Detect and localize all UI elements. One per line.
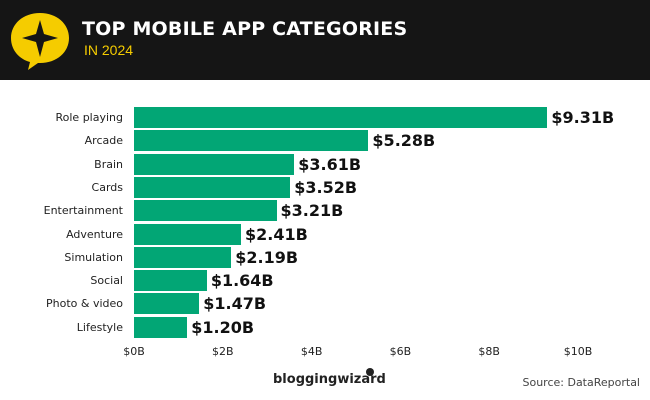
bar bbox=[134, 130, 369, 152]
header-banner: TOP MOBILE APP CATEGORIES IN 2024 bbox=[0, 0, 650, 80]
x-tick-label: $4B bbox=[300, 345, 323, 358]
value-label: $1.64B bbox=[210, 271, 274, 291]
value-label: $5.28B bbox=[372, 131, 436, 151]
bar bbox=[134, 200, 277, 222]
x-tick-label: $6B bbox=[389, 345, 412, 358]
x-tick-label: $2B bbox=[212, 345, 234, 358]
value-label: $3.21B bbox=[280, 201, 344, 221]
category-label: Adventure bbox=[66, 227, 123, 241]
x-tick-label: $10B bbox=[563, 345, 593, 358]
bar bbox=[134, 176, 291, 198]
bar bbox=[134, 223, 241, 245]
category-label: Social bbox=[90, 274, 123, 288]
category-label: Entertainment bbox=[43, 204, 123, 218]
bar bbox=[134, 293, 200, 315]
bar bbox=[134, 316, 188, 338]
bar bbox=[134, 246, 232, 268]
value-label: $1.20B bbox=[191, 317, 255, 337]
category-label: Arcade bbox=[84, 134, 123, 148]
value-label: $3.52B bbox=[294, 177, 358, 197]
chart-subtitle: IN 2024 bbox=[84, 42, 134, 58]
bar bbox=[134, 270, 207, 292]
value-label: $3.61B bbox=[298, 154, 362, 174]
brand-bubble-icon bbox=[366, 368, 374, 376]
category-label: Simulation bbox=[64, 250, 123, 264]
x-tick-label: $0B bbox=[123, 345, 145, 358]
category-label: Lifestyle bbox=[76, 320, 123, 334]
chart-title: TOP MOBILE APP CATEGORIES bbox=[82, 18, 408, 40]
value-label: $9.31B bbox=[551, 108, 615, 127]
value-label: $2.19B bbox=[235, 247, 299, 267]
source-note: Source: DataReportal bbox=[522, 376, 640, 389]
bar bbox=[134, 153, 295, 175]
category-label: Brain bbox=[94, 157, 123, 171]
bar bbox=[134, 107, 548, 128]
star-speech-bubble-icon bbox=[11, 13, 69, 70]
value-label: $1.47B bbox=[203, 294, 267, 314]
category-label: Role playing bbox=[55, 111, 124, 124]
value-label: $2.41B bbox=[245, 224, 308, 244]
category-label: Photo & video bbox=[46, 297, 123, 311]
category-label: Cards bbox=[91, 180, 123, 194]
brand-logo: bloggingwizard bbox=[273, 372, 386, 387]
x-tick-label: $8B bbox=[478, 345, 500, 358]
